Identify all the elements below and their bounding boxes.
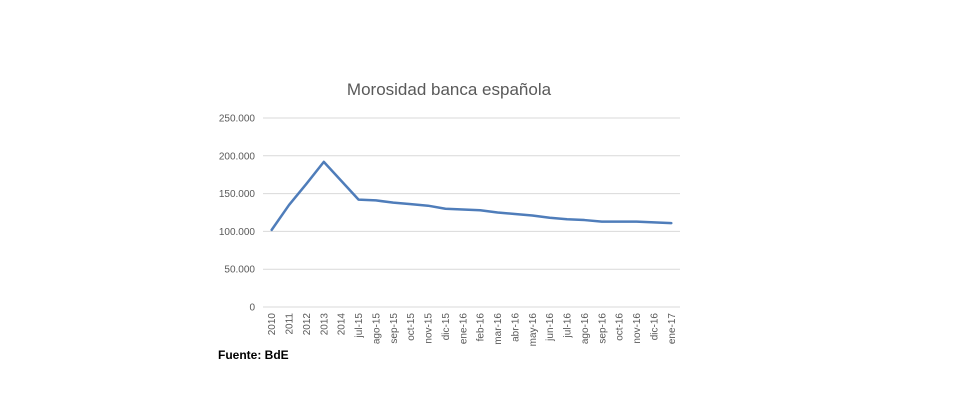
x-tick-label: ene-17: [667, 313, 678, 345]
x-tick-label: abr-16: [510, 313, 521, 342]
data-point: [497, 212, 499, 214]
data-point: [601, 221, 603, 223]
data-point: [583, 219, 585, 221]
y-tick-label: 150.000: [219, 189, 256, 200]
x-tick-label: dic-15: [441, 313, 452, 341]
x-tick-label: 2012: [302, 313, 313, 336]
x-tick-label: oct-15: [406, 313, 417, 341]
source-note: Fuente: BdE: [218, 348, 289, 362]
data-point: [410, 203, 412, 205]
data-point: [566, 218, 568, 220]
chart-title: Morosidad banca española: [347, 80, 552, 99]
data-point: [392, 202, 394, 204]
x-tick-label: 2014: [337, 313, 348, 336]
x-tick-label: sep-15: [389, 313, 400, 344]
data-point: [427, 205, 429, 207]
data-point: [323, 161, 325, 163]
series-line: [270, 160, 673, 232]
y-tick-label: 50.000: [224, 265, 255, 276]
data-point: [288, 204, 290, 206]
series: [270, 160, 673, 232]
data-point: [549, 217, 551, 219]
x-tick-label: 2011: [285, 313, 296, 335]
x-tick-label: ene-16: [458, 313, 469, 345]
data-point: [618, 221, 620, 223]
x-tick-label: nov-15: [424, 313, 435, 344]
x-axis-ticks: 2010 2011 2012 2013 2014 jul-15 ago-15 sep-15 oc…: [267, 313, 678, 347]
data-point: [271, 229, 273, 231]
x-tick-label: mar-16: [493, 313, 504, 345]
x-tick-label: jul-15: [354, 313, 365, 339]
x-tick-label: nov-16: [632, 313, 643, 344]
x-tick-label: 2013: [319, 313, 330, 336]
data-point: [444, 208, 446, 210]
x-tick-label: oct-16: [615, 313, 626, 341]
gridlines: [263, 117, 680, 308]
data-point: [462, 208, 464, 210]
y-tick-label: 200.000: [219, 151, 256, 162]
data-point: [375, 199, 377, 201]
data-point: [358, 199, 360, 201]
y-tick-label: 0: [249, 303, 255, 314]
data-point: [514, 213, 516, 215]
x-tick-label: may-16: [528, 313, 539, 347]
data-point: [636, 221, 638, 223]
x-tick-label: ago-15: [371, 313, 382, 345]
x-tick-label: 2010: [267, 313, 278, 336]
y-axis-ticks: 0 50.000 100.000 150.000 200.000 250.000: [219, 114, 256, 314]
data-point: [340, 180, 342, 182]
data-point: [653, 221, 655, 223]
y-tick-label: 100.000: [219, 227, 256, 238]
data-point: [670, 222, 672, 224]
x-tick-label: dic-16: [649, 313, 660, 341]
x-tick-label: jun-16: [545, 313, 556, 342]
x-tick-label: ago-16: [580, 313, 591, 345]
data-point: [531, 215, 533, 217]
x-tick-label: feb-16: [476, 313, 487, 342]
x-tick-label: sep-16: [597, 313, 608, 344]
y-tick-label: 250.000: [219, 114, 256, 125]
data-point: [305, 183, 307, 185]
x-tick-label: jul-16: [563, 313, 574, 339]
data-point: [479, 209, 481, 211]
